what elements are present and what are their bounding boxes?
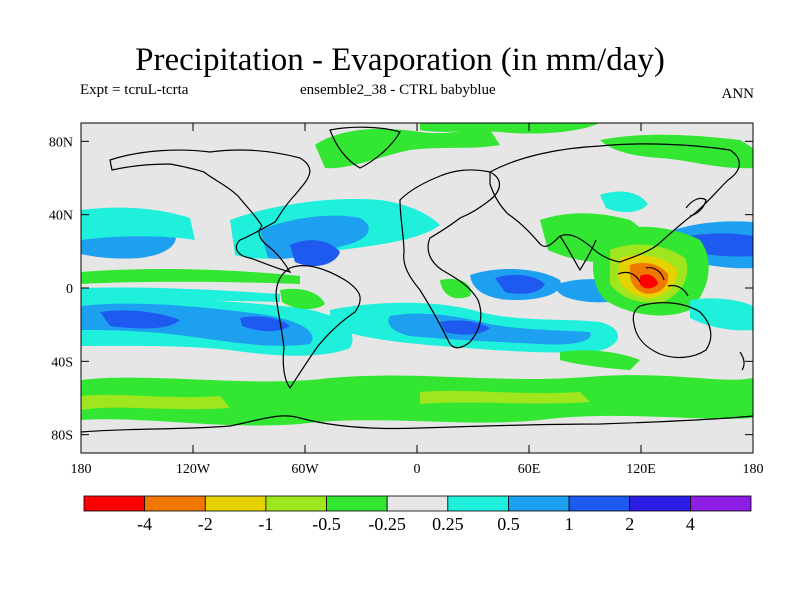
x-tick-label: 60E: [518, 462, 541, 477]
caribbean-strong-blue: [290, 240, 340, 267]
itcz-green: [81, 269, 300, 284]
arctic-green: [420, 123, 600, 134]
y-tick-label: 40N: [49, 209, 73, 224]
southwest-pacific-cyan: [690, 298, 753, 331]
colorbar-label: 0.5: [497, 514, 520, 534]
colorbar-swatch: [144, 495, 206, 512]
y-tick-label: 0: [66, 282, 73, 297]
x-tick-label: 60W: [291, 462, 319, 477]
asia-coast: [489, 143, 740, 263]
india-coast: [559, 235, 597, 272]
australia-coast: [632, 302, 712, 359]
maritime-continent-red: [640, 274, 658, 289]
east-pacific-cyan: [81, 207, 195, 240]
asia-cyan: [600, 191, 648, 213]
southern-ocean-yellowgreen-band: [81, 390, 590, 410]
colorbar-swatch: [204, 495, 267, 512]
x-tick-label: 120E: [626, 462, 656, 477]
equatorial-cyan-strip: [81, 287, 280, 302]
japan-coast: [685, 197, 707, 217]
chart-title: Precipitation - Evaporation (in mm/day): [135, 42, 665, 78]
colorbar-label: 1: [565, 514, 574, 534]
south-midlat-green: [280, 278, 640, 370]
islands-coast: [617, 267, 689, 297]
south-america-coast: [275, 265, 361, 390]
colorbar-label: 0.25: [432, 514, 464, 534]
colorbar-swatch: [326, 495, 388, 512]
south-pacific-strong-blue: [100, 310, 290, 332]
antarctica-coast: [81, 415, 753, 433]
colorbar-swatch: [568, 495, 631, 512]
colorbar-swatch: [386, 495, 449, 512]
south-indian-blue: [388, 313, 591, 345]
map-field: [81, 123, 753, 453]
y-tick-label: 80N: [49, 135, 73, 150]
coastlines: [81, 126, 753, 433]
x-tick-label: 180: [71, 462, 92, 477]
x-tick-label: 120W: [176, 462, 211, 477]
experiment-label: Expt = tcruL-tcrta: [80, 82, 189, 98]
equatorial-atlantic-strong-blue: [495, 274, 545, 294]
north-america-coast: [109, 149, 311, 273]
x-tick-label: 180: [743, 462, 764, 477]
colorbar-label: -0.5: [312, 514, 341, 534]
colorbar-label: 4: [686, 514, 695, 534]
ensemble-label: ensemble2_38 - CTRL babyblue: [300, 82, 496, 98]
y-tick-label: 80S: [51, 429, 73, 444]
colorbar-swatch: [629, 495, 691, 512]
siberia-green: [600, 134, 753, 169]
north-atlantic-blue: [260, 215, 369, 259]
colorbar-swatch: [689, 495, 752, 512]
colorbar-label: -2: [198, 514, 213, 534]
colorbar-swatch: [83, 495, 146, 512]
colorbar-label: 2: [625, 514, 634, 534]
greenland-coast: [329, 126, 401, 169]
colorbar-swatch: [508, 495, 570, 512]
colorbar-swatch: [265, 495, 327, 512]
y-tick-label: 40S: [51, 355, 73, 370]
colorbar-label: -0.25: [368, 514, 406, 534]
colorbar: -4 -2 -1 -0.5 -0.25 0.25 0.5 1 2 4: [83, 495, 752, 534]
axes: 80N 40N 0 40S 80S 180 120W 60W 0 60E 120E 180: [49, 123, 764, 477]
colorbar-swatch: [447, 495, 509, 512]
southern-ocean-green-band: [81, 375, 753, 426]
season-label: ANN: [721, 86, 755, 102]
colorbar-label: -1: [258, 514, 273, 534]
new-zealand-coast: [739, 351, 745, 371]
colorbar-label: -4: [137, 514, 152, 534]
north-atlantic-green: [315, 128, 500, 169]
x-tick-label: 0: [414, 462, 421, 477]
